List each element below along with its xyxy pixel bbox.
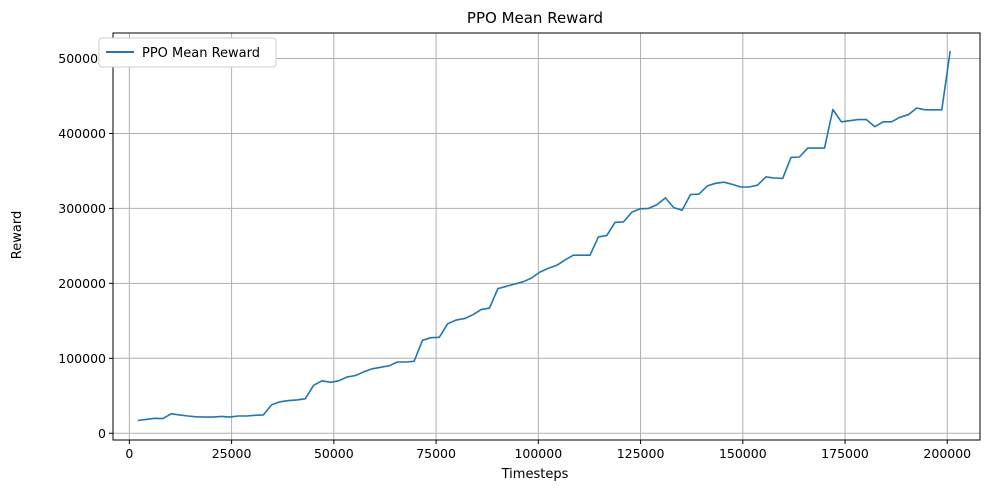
- y-tick-label: 0: [98, 426, 106, 441]
- legend-label: PPO Mean Reward: [142, 46, 260, 61]
- y-tick-label: 500000: [58, 51, 106, 66]
- grid: [113, 33, 980, 440]
- y-tick-label: 100000: [58, 351, 106, 366]
- x-axis-ticks: 0 25000 50000 75000 100000 125000 150000 175000…: [125, 440, 971, 461]
- chart-title: PPO Mean Reward: [467, 9, 603, 27]
- x-axis-label: Timesteps: [501, 467, 569, 482]
- x-tick-label: 200000: [923, 446, 971, 461]
- x-tick-label: 25000: [212, 446, 252, 461]
- legend-box: [98, 37, 277, 68]
- y-tick-label: 300000: [58, 201, 106, 216]
- y-tick-label: 400000: [58, 126, 106, 141]
- x-tick-label: 0: [125, 446, 133, 461]
- y-tick-label: 200000: [58, 276, 106, 291]
- y-axis-label: Reward: [10, 211, 25, 259]
- series-line: [137, 50, 951, 422]
- x-tick-label: 125000: [617, 446, 665, 461]
- series-layer: [137, 50, 951, 422]
- legend: PPO Mean Reward: [98, 37, 277, 68]
- y-axis-ticks: 0 100000 200000 300000 400000 500000: [58, 51, 113, 441]
- x-tick-label: 175000: [821, 446, 869, 461]
- x-tick-label: 75000: [416, 446, 456, 461]
- x-tick-label: 100000: [514, 446, 562, 461]
- x-tick-label: 150000: [719, 446, 767, 461]
- plot-frame: [112, 32, 981, 441]
- x-tick-label: 50000: [314, 446, 354, 461]
